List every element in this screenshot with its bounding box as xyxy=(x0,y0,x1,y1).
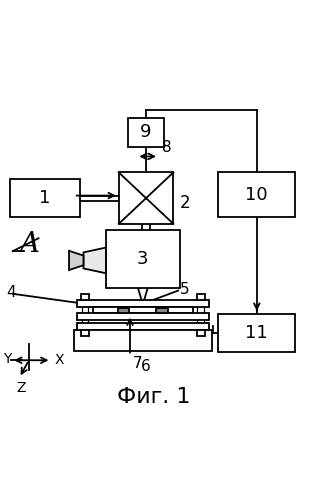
Bar xyxy=(218,173,295,218)
Polygon shape xyxy=(69,251,83,270)
Polygon shape xyxy=(83,248,106,273)
Bar xyxy=(93,307,193,313)
Text: 4: 4 xyxy=(6,285,16,300)
Text: 8: 8 xyxy=(162,140,172,155)
Bar xyxy=(119,173,173,224)
Text: Z: Z xyxy=(16,381,26,395)
Bar xyxy=(106,230,180,288)
Bar xyxy=(128,118,164,147)
Text: 7: 7 xyxy=(133,356,143,371)
Text: Фиг. 1: Фиг. 1 xyxy=(117,387,191,407)
Text: 3: 3 xyxy=(137,250,149,268)
Bar xyxy=(81,294,89,300)
Text: 9: 9 xyxy=(140,123,152,141)
Bar xyxy=(77,300,209,307)
Bar xyxy=(10,179,80,218)
Bar xyxy=(74,330,212,351)
Bar xyxy=(118,308,129,313)
Text: Y: Y xyxy=(3,352,11,366)
Text: 2: 2 xyxy=(180,194,190,212)
Bar xyxy=(196,294,205,300)
Text: A: A xyxy=(19,231,39,258)
Text: 1: 1 xyxy=(39,189,51,207)
Text: 5: 5 xyxy=(180,282,189,297)
Text: 6: 6 xyxy=(141,359,151,374)
Bar xyxy=(156,308,168,313)
Bar xyxy=(218,314,295,352)
Text: X: X xyxy=(55,353,64,367)
Bar xyxy=(81,330,89,335)
Text: 10: 10 xyxy=(246,186,268,204)
Bar xyxy=(77,323,209,330)
Text: 11: 11 xyxy=(246,324,268,342)
Bar xyxy=(196,330,205,335)
Bar xyxy=(77,313,209,320)
